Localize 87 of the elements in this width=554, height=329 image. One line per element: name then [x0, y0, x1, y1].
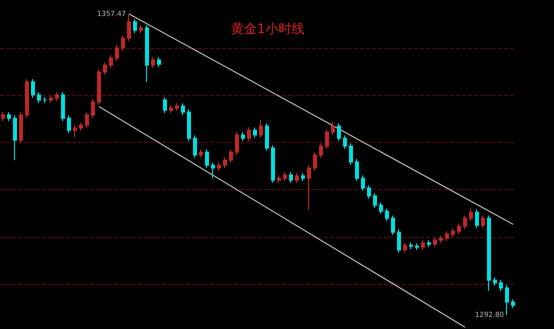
candlestick: [343, 134, 347, 150]
candlestick: [463, 214, 467, 230]
candlestick: [469, 208, 473, 222]
candlestick: [499, 280, 503, 292]
candlestick: [337, 122, 341, 142]
candlestick: [127, 14, 131, 42]
candlestick: [289, 172, 293, 184]
candlestick: [475, 208, 479, 229]
candlestick: [49, 94, 53, 104]
candlestick: [61, 92, 65, 122]
candlestick: [331, 121, 335, 136]
candlestick: [139, 24, 143, 34]
candlestick: [325, 128, 329, 150]
candlestick: [385, 208, 389, 222]
candlestick: [97, 68, 101, 106]
candlestick: [121, 34, 125, 52]
candlestick: [13, 114, 17, 161]
candlestick: [169, 104, 173, 114]
candlestick: [511, 298, 515, 309]
candlestick: [7, 112, 11, 122]
candlestick: [259, 120, 263, 138]
candlestick: [379, 202, 383, 215]
candlestick: [67, 114, 71, 134]
candlestick: [175, 102, 179, 112]
candlestick: [451, 228, 455, 238]
candlestick: [91, 98, 95, 118]
candlestick: [397, 228, 401, 254]
candlestick: [277, 174, 281, 184]
candlestick: [271, 144, 275, 184]
candlestick: [31, 78, 35, 98]
candlestick: [109, 54, 113, 68]
candlestick: [295, 172, 299, 184]
candlestick: [103, 62, 107, 76]
candlestick: [85, 112, 89, 128]
candlestick: [205, 148, 209, 168]
candlestick: [439, 234, 443, 244]
candlestick: [235, 132, 239, 156]
candlestick: [43, 96, 47, 104]
candlestick: [115, 44, 119, 62]
candlestick: [355, 158, 359, 182]
candlestick: [301, 172, 305, 182]
candlestick: [307, 164, 311, 210]
candlestick: [25, 78, 29, 118]
candlestick: [133, 18, 137, 34]
candlestick: [211, 162, 215, 179]
candlestick: [199, 148, 203, 158]
candlestick: [373, 192, 377, 209]
candlestick: [19, 112, 23, 144]
candlestick: [361, 174, 365, 192]
candlestick: [241, 132, 245, 142]
candlestick: [1, 112, 5, 122]
candlestick: [55, 92, 59, 102]
candlestick: [283, 172, 287, 182]
candlestick: [391, 214, 395, 236]
candlestick: [187, 108, 191, 142]
candlestick: [481, 214, 485, 229]
candlestick: [457, 222, 461, 235]
candlestick: [247, 127, 251, 142]
text: 黄金1小时线: [231, 22, 304, 37]
candlestick: [163, 96, 167, 114]
candlestick: [319, 142, 323, 158]
candlestick: [181, 102, 185, 116]
candlestick: [37, 92, 41, 104]
candlestick: [223, 156, 227, 168]
candlestick: [217, 162, 221, 172]
candlestick: [421, 240, 425, 250]
candlestick: [367, 184, 371, 200]
candlestick: [433, 236, 437, 248]
candlestick: [265, 122, 269, 152]
candlestick: [493, 276, 497, 286]
candlestick: [445, 230, 449, 242]
candlestick: [487, 214, 491, 292]
candlestick: [73, 124, 77, 138]
candlestick: [415, 242, 419, 250]
candlestick: [193, 134, 197, 158]
candlestick: [229, 148, 233, 164]
candlestick: [157, 56, 161, 68]
candlestick: [151, 56, 155, 68]
candlestick: [409, 242, 413, 250]
candlestick: [505, 284, 509, 316]
candlestick: [427, 240, 431, 248]
candlestick: [349, 142, 353, 166]
candlestick: [145, 24, 149, 82]
candlestick: [403, 242, 407, 254]
candlestick: [253, 127, 257, 138]
candlestick: [79, 122, 83, 132]
candlestick: [313, 152, 317, 172]
